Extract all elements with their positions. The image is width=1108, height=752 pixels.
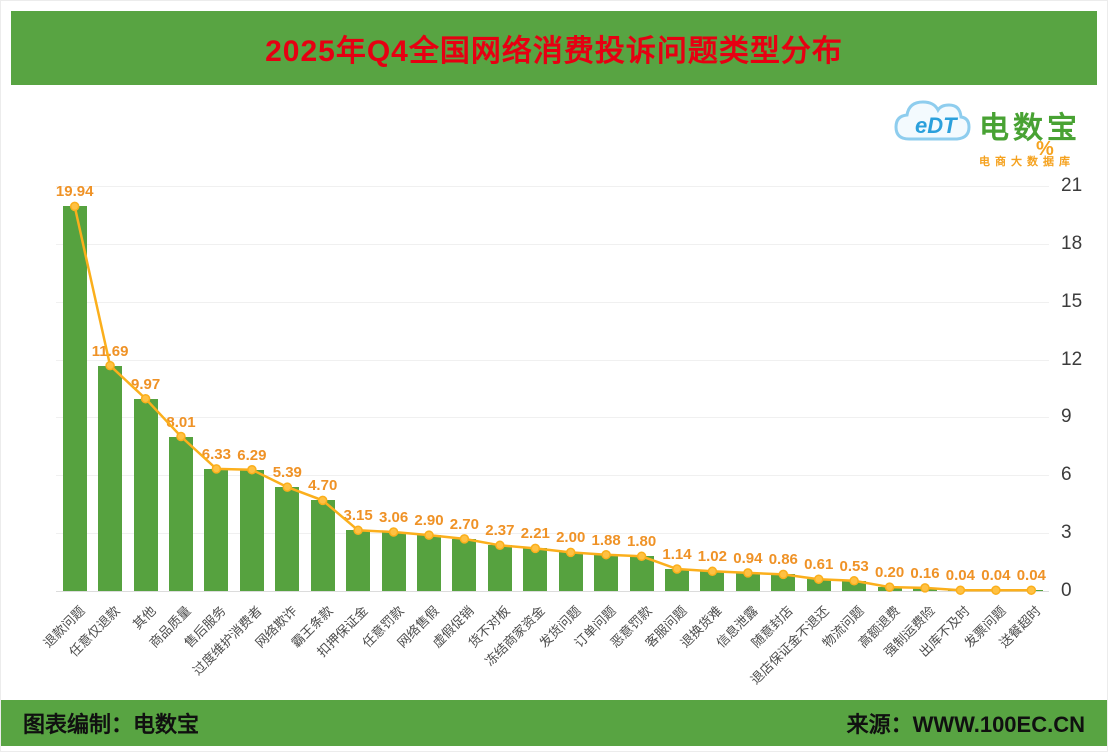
grid-line bbox=[56, 417, 1049, 419]
bar-value-label: 19.94 bbox=[55, 183, 94, 201]
y-axis-tick-label: 18 bbox=[1061, 232, 1083, 254]
footer-credit: 图表编制：电数宝 bbox=[23, 712, 200, 737]
bar bbox=[913, 587, 937, 591]
bar-value-label: 6.33 bbox=[201, 445, 231, 463]
bar-value-label: 0.53 bbox=[839, 557, 869, 575]
bar bbox=[452, 538, 477, 591]
y-axis-unit-label: % bbox=[1036, 138, 1054, 160]
bar bbox=[629, 556, 654, 591]
chart-title: 2025年Q4全国网络消费投诉问题类型分布 bbox=[265, 35, 843, 68]
footer-banner: 图表编制：电数宝 来源：WWW.100EC.CN bbox=[1, 700, 1107, 746]
bar bbox=[169, 436, 193, 591]
footer-source: 来源：WWW.100EC.CN bbox=[846, 712, 1085, 737]
brand-subtitle: 电商大数据库 bbox=[979, 156, 1075, 168]
bar bbox=[877, 587, 902, 591]
bar bbox=[735, 572, 760, 591]
y-axis-tick-label: 0 bbox=[1061, 580, 1072, 601]
grid-line bbox=[56, 243, 1049, 245]
bar-value-label: 2.70 bbox=[449, 515, 479, 533]
bar-value-label: 0.20 bbox=[874, 564, 905, 582]
bar-value-label: 2.21 bbox=[520, 525, 550, 543]
bar bbox=[948, 590, 973, 591]
bar-value-label: 0.61 bbox=[804, 556, 834, 574]
bar bbox=[275, 487, 300, 591]
bar bbox=[417, 535, 441, 591]
bar-value-label: 3.15 bbox=[343, 507, 373, 525]
y-axis-tick-label: 6 bbox=[1061, 464, 1072, 486]
bar bbox=[310, 500, 335, 591]
bar-value-label: 0.86 bbox=[768, 551, 798, 569]
bar bbox=[204, 468, 229, 591]
bar bbox=[98, 365, 123, 591]
bar-value-label: 0.94 bbox=[733, 549, 763, 567]
bar-value-label: 11.69 bbox=[91, 342, 129, 360]
y-axis-tick-label: 3 bbox=[1061, 522, 1072, 544]
bar bbox=[487, 545, 512, 591]
svg-text:eDT: eDT bbox=[915, 113, 958, 138]
bar-value-label: 2.00 bbox=[556, 529, 586, 547]
y-axis-tick-label: 21 bbox=[1061, 175, 1083, 196]
brand-name: 电数宝 bbox=[979, 112, 1081, 145]
bar-value-label: 0.04 bbox=[981, 567, 1011, 585]
y-axis-tick-label: 9 bbox=[1061, 406, 1072, 428]
bar bbox=[381, 532, 406, 591]
grid-line bbox=[56, 591, 1049, 592]
bar-value-label: 4.70 bbox=[308, 477, 338, 495]
brand-logo: eDT 电数宝 电商大数据库 bbox=[889, 93, 1081, 169]
header-banner: 2025年Q4全国网络消费投诉问题类型分布 bbox=[11, 11, 1097, 85]
bar bbox=[842, 580, 867, 591]
bar bbox=[558, 552, 583, 591]
bar-value-label: 6.29 bbox=[237, 446, 267, 464]
bar bbox=[983, 590, 1008, 591]
y-axis-tick-label: 15 bbox=[1061, 290, 1083, 312]
bar-value-label: 8.01 bbox=[166, 413, 196, 431]
bar-value-label: 2.90 bbox=[414, 512, 444, 530]
bar bbox=[700, 571, 725, 591]
bar bbox=[594, 554, 619, 591]
bar-value-label: 1.88 bbox=[591, 531, 621, 549]
cloud-icon: eDT bbox=[889, 93, 973, 151]
grid-line bbox=[56, 301, 1049, 303]
bar bbox=[1019, 590, 1044, 591]
bar-value-label: 2.37 bbox=[485, 522, 515, 540]
bar bbox=[771, 574, 796, 591]
bar bbox=[665, 569, 689, 591]
bar bbox=[346, 530, 371, 592]
y-axis-tick-label: 12 bbox=[1061, 348, 1083, 370]
bar-value-label: 0.16 bbox=[910, 564, 940, 582]
bar bbox=[62, 206, 87, 591]
bar-value-label: 0.04 bbox=[945, 567, 975, 585]
bar bbox=[523, 548, 548, 591]
bar-value-label: 3.06 bbox=[378, 509, 409, 526]
bar-value-label: 1.02 bbox=[697, 548, 727, 566]
bar-value-label: 1.14 bbox=[662, 546, 692, 563]
grid-line bbox=[56, 359, 1049, 361]
bar bbox=[806, 579, 831, 591]
bar-value-label: 5.39 bbox=[272, 464, 302, 482]
grid-line bbox=[56, 186, 1049, 187]
brand-text: 电数宝 电商大数据库 bbox=[979, 93, 1081, 169]
bar bbox=[239, 469, 264, 591]
bar-value-label: 0.04 bbox=[1016, 567, 1046, 585]
bar-value-label: 1.80 bbox=[626, 533, 657, 551]
bar bbox=[133, 398, 158, 591]
bar-value-label: 9.97 bbox=[130, 375, 161, 393]
